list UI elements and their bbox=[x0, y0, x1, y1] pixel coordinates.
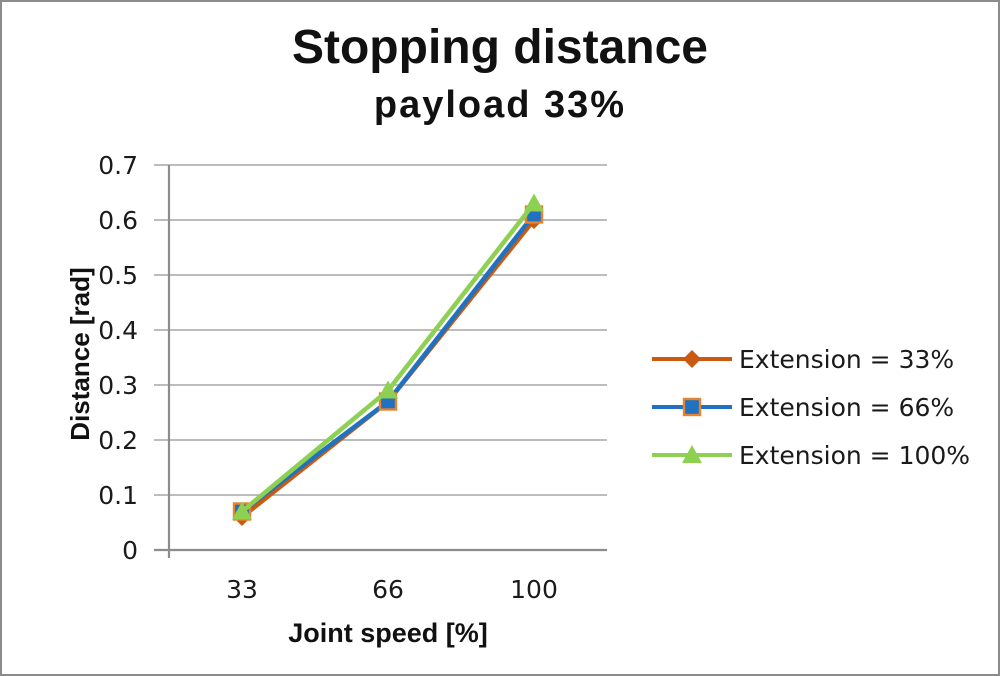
y-tick-label: 0.6 bbox=[98, 206, 138, 235]
x-tick-label: 66 bbox=[372, 575, 404, 604]
x-tick-label: 33 bbox=[226, 575, 258, 604]
legend-item: Extension = 100% bbox=[650, 431, 970, 479]
chart-subtitle: payload 33% bbox=[373, 84, 627, 126]
legend-label: Extension = 100% bbox=[739, 440, 971, 470]
legend-marker-diamond bbox=[683, 350, 701, 368]
series-line-2 bbox=[239, 201, 537, 514]
y-tick-label: 0.2 bbox=[98, 426, 138, 455]
legend-item: Extension = 33% bbox=[650, 335, 970, 383]
chart-title: Stopping distance bbox=[291, 21, 708, 74]
series-2-marker bbox=[524, 193, 544, 212]
legend: Extension = 33% Extension = 66% Extension … bbox=[650, 335, 970, 479]
series-2-marker bbox=[232, 501, 252, 520]
y-tick-label: 0.7 bbox=[98, 151, 138, 180]
legend-label: Extension = 66% bbox=[739, 392, 955, 422]
legend-label: Extension = 33% bbox=[739, 344, 955, 374]
x-axis-title: Joint speed [%] bbox=[288, 618, 488, 648]
legend-key-diamond bbox=[652, 350, 732, 368]
legend-key-square bbox=[652, 397, 732, 417]
y-tick-label: 0.4 bbox=[98, 316, 138, 345]
y-tick-label: 0.3 bbox=[98, 371, 138, 400]
legend-marker-triangle bbox=[682, 445, 702, 463]
y-axis-title: Distance [rad] bbox=[65, 267, 95, 441]
y-tick-label: 0.1 bbox=[98, 481, 138, 510]
series-2-marker bbox=[378, 380, 398, 399]
y-tick-label: 0.5 bbox=[98, 261, 138, 290]
x-tick-label: 100 bbox=[510, 575, 558, 604]
legend-item: Extension = 66% bbox=[650, 383, 970, 431]
y-tick-label: 0 bbox=[122, 536, 138, 565]
legend-key-triangle bbox=[652, 445, 732, 463]
legend-marker-square bbox=[682, 397, 702, 417]
